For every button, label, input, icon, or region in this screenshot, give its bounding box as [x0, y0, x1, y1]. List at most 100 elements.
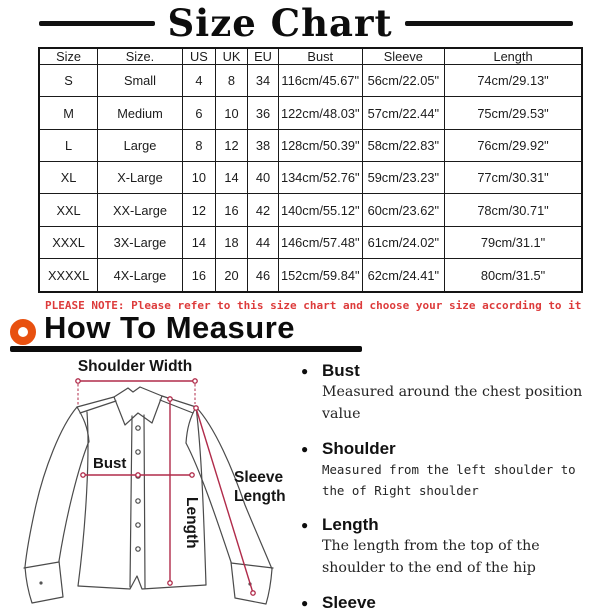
table-cell: XX-Large	[97, 193, 183, 227]
table-row: XXL XX-Large 12 16 42 140cm/55.12" 60cm/23.62"…	[38, 193, 583, 227]
please-note-text: PLEASE NOTE: Please refer to this size c…	[45, 299, 582, 312]
sleeve-measure-line	[193, 405, 256, 596]
sleeve-length-label-line2: Length	[234, 488, 286, 505]
table-cell: 34	[246, 63, 279, 98]
measure-item-desc: Measured around the chest position value	[322, 384, 583, 422]
table-cell: 146cm/57.48"	[277, 225, 363, 260]
table-cell: 46	[246, 258, 279, 293]
heading-underline	[10, 346, 362, 352]
length-label: Length	[183, 497, 200, 549]
sleeve-length-label-line1: Sleeve	[234, 469, 284, 486]
table-cell: 79cm/31.1"	[444, 225, 583, 260]
table-cell: 10	[214, 96, 248, 130]
column-header: Bust	[277, 47, 363, 65]
table-cell: 76cm/29.92"	[444, 128, 583, 163]
measure-item-shoulder: ● Shoulder Measured from the left should…	[301, 438, 606, 501]
shirt-outline	[23, 386, 274, 605]
measure-item-desc: Measured from the left shoulder to the o…	[322, 462, 576, 498]
table-cell: 16	[214, 193, 248, 227]
table-cell: 18	[214, 225, 248, 260]
table-cell: 78cm/30.71"	[444, 193, 583, 227]
table-cell: 61cm/24.02"	[361, 225, 446, 260]
table-cell: Large	[97, 128, 183, 163]
measure-item-bust: ● Bust Measured around the chest positio…	[301, 360, 606, 425]
column-header: Size.	[97, 47, 183, 65]
title-rule-left	[39, 20, 156, 26]
bullet-icon: ●	[301, 441, 309, 456]
table-cell: 12	[181, 193, 216, 227]
measure-item-title: Shoulder	[322, 438, 396, 458]
table-cell: 3X-Large	[97, 225, 183, 260]
size-table: Size Size. US UK EU Bust Sleeve Length S Small 4 8…	[38, 47, 583, 293]
column-header: Sleeve	[361, 47, 446, 65]
table-cell: 4	[181, 63, 216, 98]
table-cell: 40	[246, 161, 279, 195]
table-cell: XL	[38, 161, 99, 195]
title-rule-right	[404, 20, 573, 26]
table-cell: M	[38, 96, 99, 130]
bust-measure-line	[80, 472, 195, 478]
table-cell: 80cm/31.5"	[444, 258, 583, 293]
table-cell: Medium	[97, 96, 183, 130]
table-head: Size Size. US UK EU Bust Sleeve Length	[38, 47, 583, 65]
table-cell: 116cm/45.67"	[277, 63, 363, 98]
shirt-illustration-icon: Shoulder Width Bust Length Sleeve Length	[23, 358, 286, 605]
measure-item-title: Bust	[322, 361, 360, 380]
measure-item-title: Length	[322, 515, 379, 535]
table-cell: 134cm/52.76"	[277, 161, 363, 195]
table-row: XXXXL 4X-Large 16 20 46 152cm/59.84" 62cm/24.4…	[38, 258, 583, 293]
column-header: Size	[38, 47, 99, 65]
table-cell: 20	[214, 258, 248, 293]
page-title: Size Chart	[167, 0, 393, 45]
table-cell: 77cm/30.31"	[444, 161, 583, 195]
length-measure-line	[167, 396, 173, 586]
bust-label: Bust	[93, 455, 126, 472]
table-cell: 14	[181, 225, 216, 260]
table-cell: Small	[97, 63, 183, 98]
table-cell: 42	[246, 193, 279, 227]
table-cell: 140cm/55.12"	[277, 193, 363, 227]
table-cell: XXXXL	[38, 258, 99, 293]
table-cell: 58cm/22.83"	[361, 128, 446, 163]
column-header: UK	[214, 47, 248, 65]
table-body: S Small 4 8 34 116cm/45.67" 56cm/22.05" 74cm/29…	[38, 63, 583, 293]
how-to-measure-heading: How To Measure	[44, 310, 296, 345]
table-cell: L	[38, 128, 99, 163]
measure-item-sleeve: ● Sleeve Measured from the shoulder to t…	[301, 592, 606, 612]
measure-definitions: ● Bust Measured around the chest positio…	[301, 360, 606, 612]
table-row: L Large 8 12 38 128cm/50.39" 58cm/22.83" 76cm/2…	[38, 128, 583, 163]
shirt-diagram: Shoulder Width Bust Length Sleeve Length	[10, 355, 300, 612]
table-cell: 57cm/22.44"	[361, 96, 446, 130]
shoulder-width-measure-line	[75, 378, 198, 406]
table-cell: X-Large	[97, 161, 183, 195]
measure-item-title: Sleeve	[322, 592, 376, 612]
table-cell: 60cm/23.62"	[361, 193, 446, 227]
table-cell: 8	[214, 63, 248, 98]
table-cell: 14	[214, 161, 248, 195]
column-header: Length	[444, 47, 583, 65]
table-cell: XXXL	[38, 225, 99, 260]
table-cell: 152cm/59.84"	[277, 258, 363, 293]
table-cell: 10	[181, 161, 216, 195]
measure-item-desc: The length from the top of the shoulder …	[322, 538, 540, 576]
table-row: S Small 4 8 34 116cm/45.67" 56cm/22.05" 74cm/29…	[38, 63, 583, 98]
bullet-icon: ●	[301, 518, 309, 533]
column-header: EU	[246, 47, 279, 65]
table-cell: 4X-Large	[97, 258, 183, 293]
title-section: Size Chart	[0, 0, 612, 46]
table-cell: 6	[181, 96, 216, 130]
table-cell: 8	[181, 128, 216, 163]
table-cell: 12	[214, 128, 248, 163]
table-cell: 74cm/29.13"	[444, 63, 583, 98]
shoulder-width-label: Shoulder Width	[78, 358, 192, 375]
table-cell: 36	[246, 96, 279, 130]
table-cell: 44	[246, 225, 279, 260]
table-cell: S	[38, 63, 99, 98]
bullet-icon: ●	[301, 595, 309, 610]
bullet-icon: ●	[301, 364, 309, 378]
table-cell: 59cm/23.23"	[361, 161, 446, 195]
table-cell: XXL	[38, 193, 99, 227]
header-row: Size Size. US UK EU Bust Sleeve Length	[38, 47, 583, 65]
table-row: XL X-Large 10 14 40 134cm/52.76" 59cm/23.23" 77…	[38, 161, 583, 195]
